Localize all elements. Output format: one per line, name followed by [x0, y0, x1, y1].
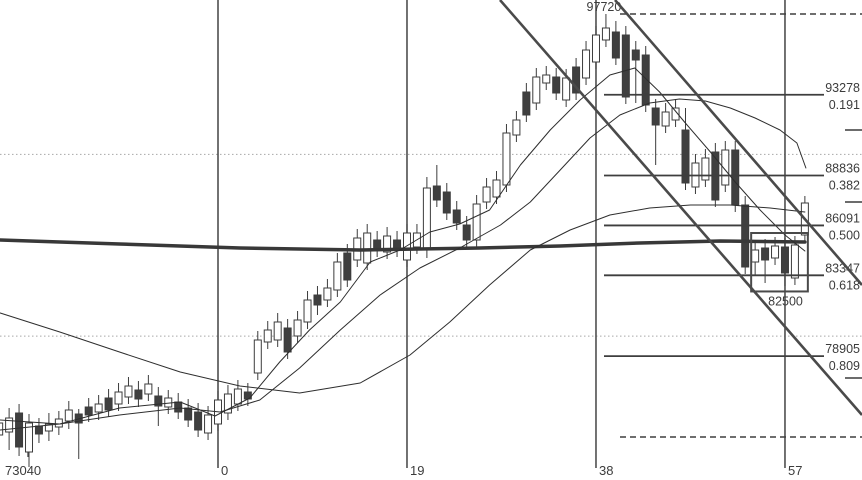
candle-bullish — [124, 385, 133, 398]
candle-bullish — [114, 391, 123, 405]
candle-bearish — [194, 411, 203, 431]
candle-bearish — [15, 412, 24, 448]
candle-bullish — [323, 287, 332, 301]
candle-bullish — [771, 245, 780, 259]
annotation-box[interactable] — [750, 232, 809, 293]
candle-bullish — [25, 422, 34, 453]
candle-bullish — [790, 244, 799, 279]
fib-price-label: 88836 — [825, 162, 860, 176]
candle-bullish — [253, 339, 262, 374]
candle-bullish — [422, 187, 431, 251]
candle-bullish — [472, 203, 481, 241]
candle-bearish — [462, 224, 471, 241]
candle-bullish — [263, 329, 272, 343]
x-axis-label: 19 — [410, 463, 424, 478]
fib-price-label: 86091 — [825, 211, 860, 225]
candle-bullish — [94, 403, 103, 413]
candle-bullish — [5, 417, 14, 433]
candle-bullish — [542, 74, 551, 84]
trend-channel-line[interactable] — [614, 0, 862, 286]
annotation-price-label: 82500 — [768, 294, 803, 308]
candle-bullish — [44, 423, 53, 432]
candle-bullish — [64, 409, 73, 422]
candle-bullish — [0, 422, 4, 436]
candle-bullish — [492, 179, 501, 198]
candle-bearish — [174, 401, 183, 413]
candle-bullish — [273, 321, 282, 341]
candle-bullish — [204, 414, 213, 434]
candle-bearish — [522, 91, 531, 116]
candle-bearish — [134, 389, 143, 400]
ma-slow-line — [0, 204, 806, 394]
x-axis-label: 38 — [599, 463, 613, 478]
candle-bearish — [631, 49, 640, 61]
fib-price-label: 93278 — [825, 81, 860, 95]
candle-bearish — [432, 185, 441, 201]
trend-channel-line[interactable] — [499, 0, 862, 416]
candle-bearish — [641, 54, 650, 106]
candle-bullish — [751, 249, 760, 263]
candle-bearish — [184, 407, 193, 421]
candle-bearish — [572, 66, 581, 94]
ma-fast-line — [0, 67, 806, 431]
fib-ratio-label: 0.382 — [829, 179, 860, 193]
candle-bearish — [84, 406, 93, 416]
candle-bullish — [591, 34, 600, 63]
candle-bullish — [54, 418, 63, 428]
ma-thick-line — [0, 238, 807, 252]
candle-bearish — [681, 129, 690, 184]
candle-bullish — [582, 49, 591, 79]
candle-bullish — [363, 232, 372, 264]
candle-bullish — [671, 107, 680, 121]
candle-bullish — [333, 261, 342, 291]
ma-mid-line — [0, 98, 807, 425]
peak-price-label: 97720 — [587, 0, 622, 14]
candle-bullish — [223, 393, 232, 414]
candle-bearish — [442, 191, 451, 214]
candle-bullish — [721, 149, 730, 186]
candle-bearish — [313, 294, 322, 306]
candle-bullish — [512, 119, 521, 136]
x-axis-label: 57 — [788, 463, 802, 478]
fib-ratio-label: 0.618 — [829, 278, 860, 292]
candle-bullish — [233, 388, 242, 405]
candle-bullish — [661, 111, 670, 127]
fib-ratio-label: 0.809 — [829, 359, 860, 373]
candle-bullish — [701, 157, 710, 181]
candle-bullish — [502, 132, 511, 186]
candle-bullish — [293, 319, 302, 337]
candle-bearish — [731, 149, 740, 206]
fib-price-label: 78905 — [825, 342, 860, 356]
candle-bearish — [452, 209, 461, 224]
candle-bullish — [303, 299, 312, 323]
candle-bullish — [562, 77, 571, 101]
candle-bearish — [154, 395, 163, 407]
candle-bearish — [104, 397, 113, 411]
candle-bearish — [611, 31, 620, 59]
candle-bearish — [621, 34, 630, 98]
candle-bullish — [383, 235, 392, 253]
x-axis-label: 73040 — [5, 463, 41, 478]
candle-bearish — [343, 252, 352, 281]
x-axis-label: 0 — [221, 463, 228, 478]
candle-bearish — [552, 76, 561, 94]
candle-bearish — [651, 107, 660, 126]
candle-bearish — [780, 246, 789, 274]
candle-bullish — [144, 383, 153, 395]
fib-ratio-label: 0.500 — [829, 228, 860, 242]
candle-bullish — [532, 76, 541, 104]
fib-ratio-label: 0.191 — [829, 98, 860, 112]
candle-bearish — [741, 204, 750, 268]
candle-bullish — [601, 27, 610, 41]
candle-bearish — [761, 247, 770, 261]
candle-bearish — [34, 425, 43, 435]
candle-bullish — [402, 232, 411, 261]
candle-bearish — [283, 327, 292, 353]
candle-bullish — [482, 186, 491, 203]
